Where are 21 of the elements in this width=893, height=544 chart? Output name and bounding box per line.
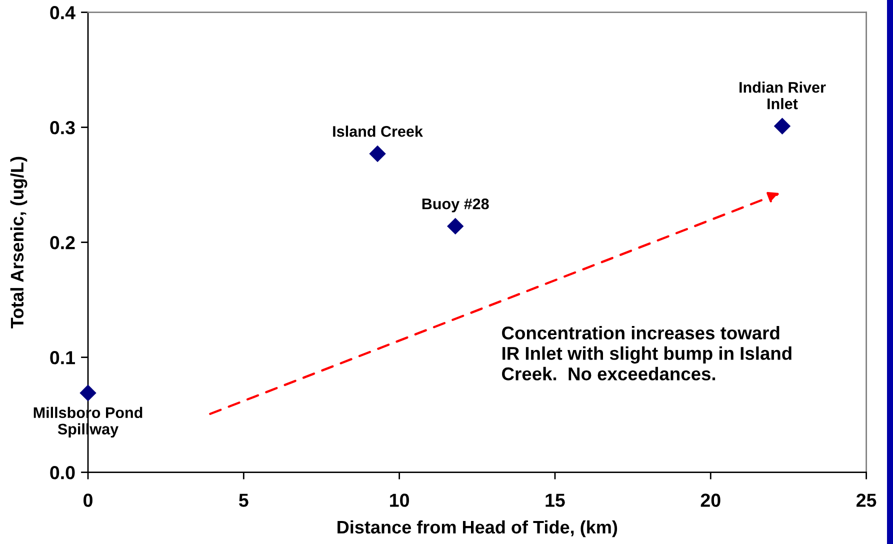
point [774, 118, 791, 134]
x-axis-title: Distance from Head of Tide, (km) [338, 520, 618, 538]
y-axis-title: Total Arsenic, (ug/L) [10, 156, 28, 328]
y-tick-label: 0.3 [50, 121, 75, 134]
annotation: Concentration increases toward IR Inlet with slight bump in Island Creek. No exceedances. [502, 326, 792, 380]
annotation: Island Creek [333, 126, 423, 137]
x-tick-label: 10 [390, 494, 409, 507]
y-tick-label: 0.4 [50, 6, 76, 20]
point [369, 145, 386, 162]
annotation: Buoy #28 [422, 198, 489, 212]
x-tick-label: 0 [84, 494, 92, 507]
y-tick-label: 0.2 [50, 236, 75, 250]
x-tick-label: 15 [546, 494, 565, 507]
x-tick-label: 20 [700, 494, 720, 507]
y-tick-label: 0.0 [50, 466, 75, 480]
x-tick-label: 25 [856, 494, 876, 507]
y-tick-label: 0.1 [50, 351, 75, 364]
point [447, 218, 464, 235]
annotation: Indian River Inlet [740, 82, 826, 110]
x-tick-label: 5 [239, 494, 248, 507]
point [80, 384, 96, 402]
